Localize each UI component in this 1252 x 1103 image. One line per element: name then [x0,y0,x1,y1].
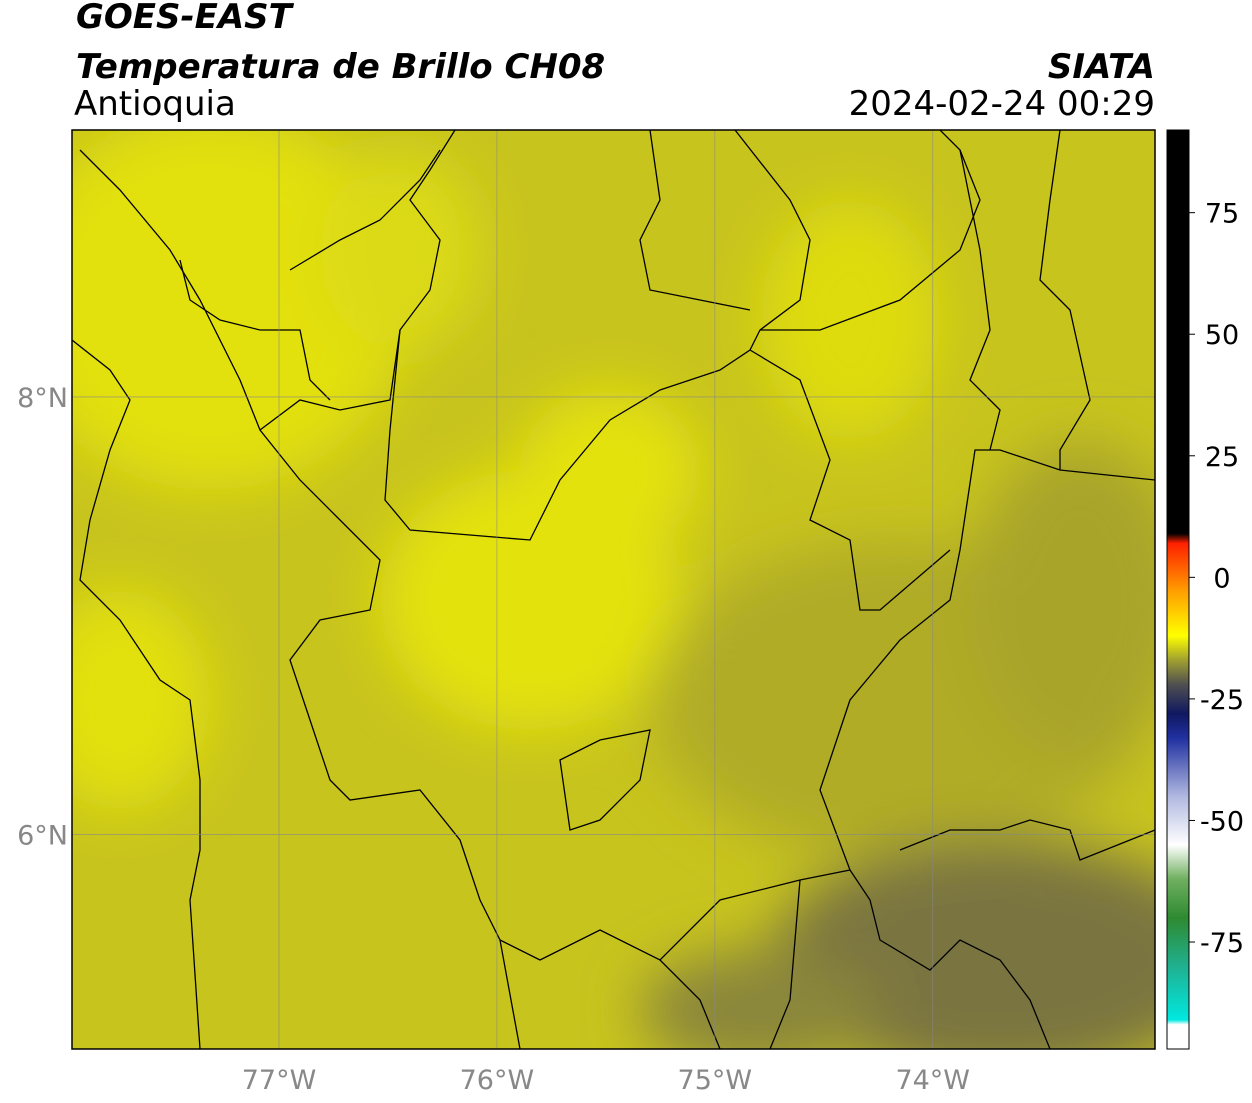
source: SIATA [1048,47,1155,87]
colorbar-tick-label: -50 [1200,806,1244,837]
colorbar-tick-label: 75 [1205,199,1239,230]
colorbar-tick-label: -75 [1200,928,1244,959]
map-field [72,130,1155,1049]
x-tick-label: 74°W [895,1065,970,1096]
title: GOES-EAST [76,0,295,37]
timestamp: 2024-02-24 00:29 [849,84,1155,124]
x-tick-label: 75°W [678,1065,753,1096]
map-frame [71,129,1156,1050]
grid [72,130,1155,1049]
x-tick-label: 77°W [242,1065,317,1096]
x-tick-label: 76°W [460,1065,535,1096]
y-tick-label: 6°N [17,821,68,852]
colorbar [1166,129,1190,1050]
colorbar-tick-label: -25 [1200,685,1244,716]
colorbar-tick-label: 50 [1205,320,1239,351]
boundaries [72,130,1155,1049]
y-tick-label: 8°N [17,383,68,414]
subtitle: Temperatura de Brillo CH08 [76,47,605,87]
colorbar-tick-label: 25 [1205,442,1239,473]
colorbar-tick-label: 0 [1213,563,1230,594]
region: Antioquia [74,84,236,124]
